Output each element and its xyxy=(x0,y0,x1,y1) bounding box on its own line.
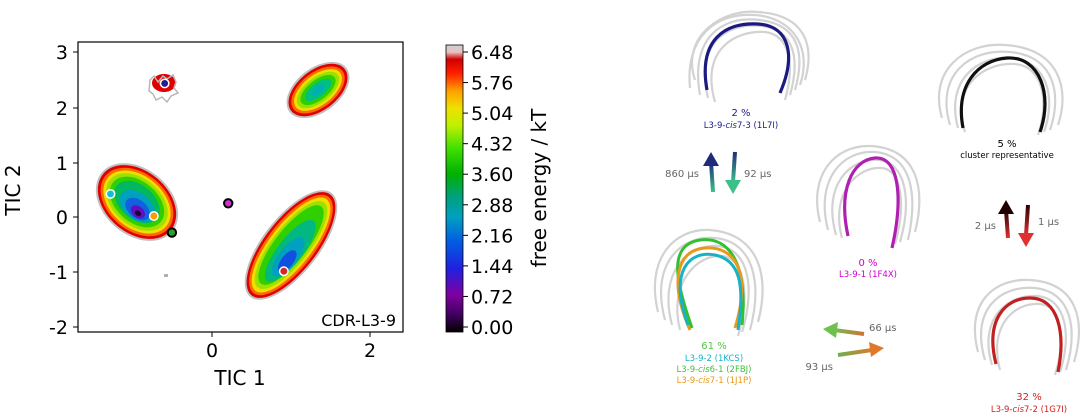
state-label-magenta: L3-9-1 (1F4X) xyxy=(839,270,897,280)
y-tick-neg1: -1 xyxy=(49,262,68,284)
transition-label-66: 66 μs xyxy=(869,323,896,334)
colorbar-tick-label: 5.76 xyxy=(471,73,513,95)
arrowhead-right-icon xyxy=(869,342,884,357)
arrow-up-icon xyxy=(1004,209,1010,239)
free-energy-plot: 0 2 TIC 1 3 2 1 0 -1 -2 TIC 2 CDR-L3-9 xyxy=(1,41,404,390)
transition-label-93: 93 μs xyxy=(806,362,833,373)
loop-structure-red: 32 % L3-9-cis7-2 (1G7I) xyxy=(973,278,1081,415)
colorbar-tick-label: 6.48 xyxy=(471,42,513,64)
state-marker xyxy=(159,78,170,89)
transition-label-2: 2 μs xyxy=(975,221,996,232)
transition-label-860: 860 μs xyxy=(665,169,699,180)
transition-label-1: 1 μs xyxy=(1038,217,1059,228)
state-pct-red: 32 % xyxy=(1016,392,1041,403)
arrow-up-icon xyxy=(709,161,715,193)
x-tick-2: 2 xyxy=(364,340,376,362)
state-marker xyxy=(166,227,178,238)
arrow-down-icon xyxy=(731,151,737,183)
arrow-right-icon xyxy=(837,348,873,357)
colorbar: 6.48 5.76 5.04 4.32 3.60 2.88 2.16 1.44 0.72 0.00… xyxy=(445,42,551,339)
loop-structure-black: 5 % cluster representative xyxy=(937,43,1064,161)
transition-label-92: 92 μs xyxy=(744,169,771,180)
x-tick-0: 0 xyxy=(206,340,218,362)
x-axis-label: TIC 1 xyxy=(213,366,265,390)
plot-annotation: CDR-L3-9 xyxy=(321,311,396,330)
basin-top-right xyxy=(286,61,350,119)
state-label-multi-2: L3-9-cis6-1 (2FBJ) xyxy=(676,365,751,375)
state-pct-black: 5 % xyxy=(997,139,1016,150)
y-tick-1: 1 xyxy=(56,153,68,175)
colorbar-tick-label: 2.16 xyxy=(471,225,513,247)
colorbar-tick-label: 2.88 xyxy=(471,195,513,217)
transition-multi-red: 66 μs 93 μs xyxy=(806,322,896,373)
arrowhead-down-icon xyxy=(1018,233,1034,247)
colorbar-ticks: 6.48 5.76 5.04 4.32 3.60 2.88 2.16 1.44 0.72 0.00 xyxy=(463,42,513,339)
colorbar-tick-label: 0.72 xyxy=(471,286,513,308)
y-axis-label: TIC 2 xyxy=(1,164,25,216)
state-marker xyxy=(278,266,289,277)
state-marker xyxy=(223,198,234,209)
colorbar-strip xyxy=(445,44,464,333)
arrow-left-icon xyxy=(833,328,865,336)
colorbar-tick-label: 1.44 xyxy=(471,256,513,278)
colorbar-label: free energy / kT xyxy=(527,108,551,268)
loop-structure-blue: 2 % L3-9-cis7-3 (1L7I) xyxy=(688,10,810,131)
loop-structure-magenta: 0 % L3-9-1 (1F4X) xyxy=(816,144,921,280)
colorbar-tick-label: 3.60 xyxy=(471,164,513,186)
structure-diagram: 2 % L3-9-cis7-3 (1L7I) 5 % cluster repre… xyxy=(653,10,1081,415)
colorbar-tick-label: 4.32 xyxy=(471,134,513,156)
state-marker xyxy=(105,188,116,199)
arrowhead-up-icon xyxy=(998,200,1014,214)
state-label-blue: L3-9-cis7-3 (1L7I) xyxy=(704,121,778,131)
loop-structure-multi: 61 % L3-9-2 (1KCS) L3-9-cis6-1 (2FBJ) L3… xyxy=(653,228,764,386)
state-markers xyxy=(105,78,289,277)
arrow-down-icon xyxy=(1024,204,1030,236)
transition-blue-multi: 860 μs 92 μs xyxy=(665,151,771,194)
basin-right-lower xyxy=(244,190,338,300)
x-axis: 0 2 TIC 1 xyxy=(206,332,376,390)
state-marker xyxy=(148,211,159,221)
state-label-multi-1: L3-9-2 (1KCS) xyxy=(685,354,743,364)
arrowhead-down-icon xyxy=(725,180,741,194)
arrowhead-left-icon xyxy=(823,322,838,338)
state-pct-blue: 2 % xyxy=(731,108,750,119)
colorbar-tick-label: 0.00 xyxy=(471,317,513,339)
y-tick-2: 2 xyxy=(56,98,68,120)
state-label-multi-3: L3-9-cis7-1 (1J1P) xyxy=(677,376,752,386)
state-pct-magenta: 0 % xyxy=(858,258,877,269)
y-tick-neg2: -2 xyxy=(49,317,68,339)
y-axis: 3 2 1 0 -1 -2 TIC 2 xyxy=(1,42,78,339)
transition-black-red: 2 μs 1 μs xyxy=(975,200,1059,247)
state-label-black: cluster representative xyxy=(960,151,1054,161)
arrowhead-up-icon xyxy=(703,152,719,166)
y-tick-0: 0 xyxy=(56,207,68,229)
state-pct-multi: 61 % xyxy=(701,341,726,352)
colorbar-tick-label: 5.04 xyxy=(471,103,513,125)
state-label-red: L3-9-cis7-2 (1G7I) xyxy=(991,405,1067,415)
y-tick-3: 3 xyxy=(56,42,68,64)
